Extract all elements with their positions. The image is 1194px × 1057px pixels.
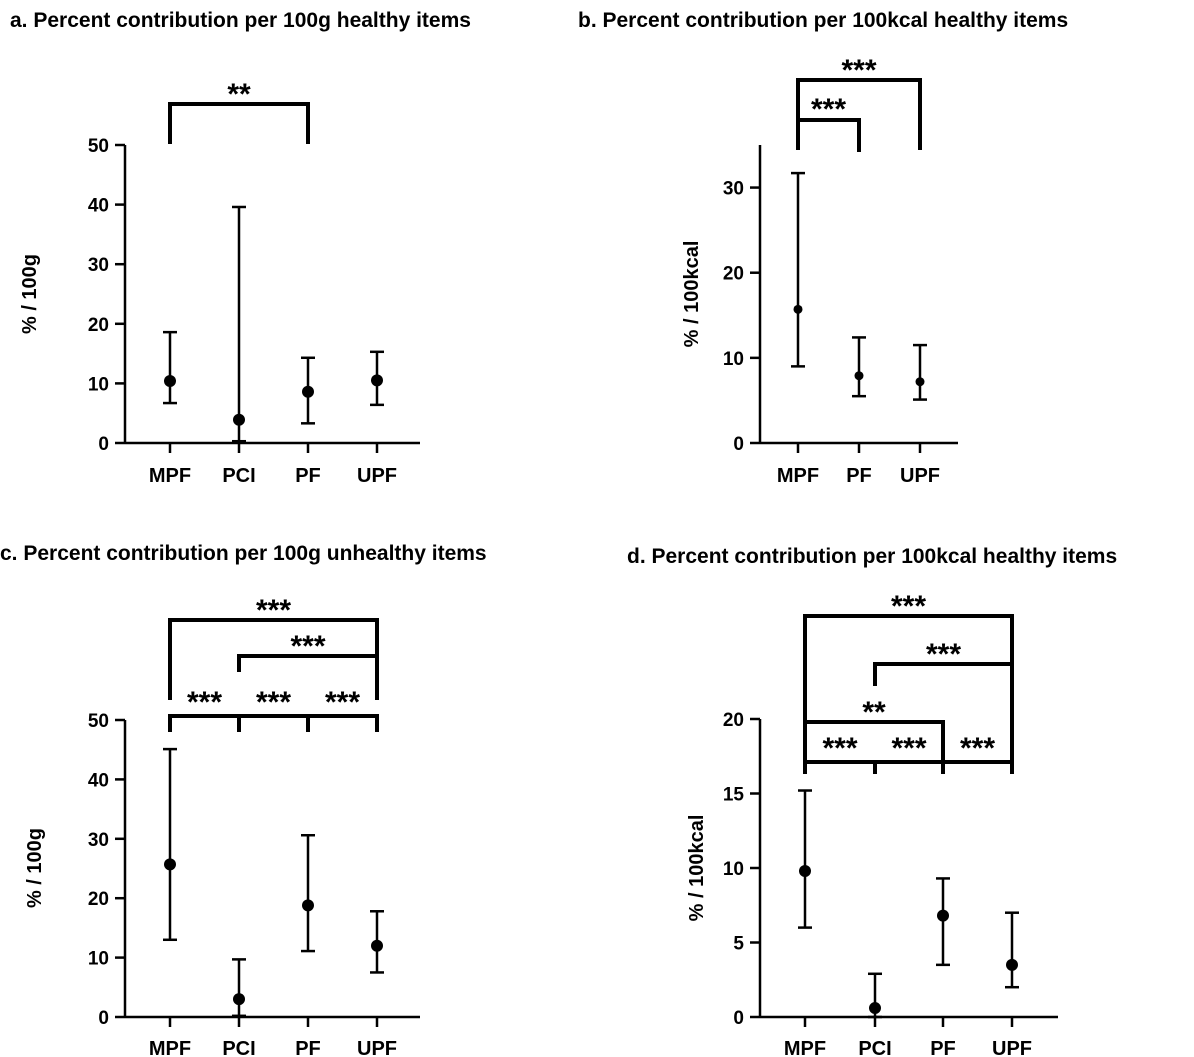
- data-point: [915, 377, 925, 387]
- chart-title: b. Percent contribution per 100kcal heal…: [578, 9, 1068, 32]
- y-tick-label: 50: [88, 136, 109, 157]
- x-tick-label: MPF: [149, 1038, 191, 1057]
- x-tick-label: PF: [930, 1038, 956, 1057]
- y-tick-label: 20: [88, 889, 109, 910]
- y-tick-label: 50: [88, 711, 109, 732]
- y-axis-label: % / 100g: [24, 828, 46, 908]
- x-tick-label: MPF: [777, 465, 819, 487]
- significance-label: ***: [841, 54, 876, 87]
- significance-label: **: [227, 78, 251, 111]
- significance-label: ***: [256, 594, 291, 627]
- data-point: [233, 413, 245, 426]
- significance-label: ***: [822, 732, 857, 765]
- data-point: [302, 385, 314, 398]
- significance-bracket: [941, 760, 1014, 774]
- significance-label: ***: [811, 93, 846, 126]
- x-tick-label: PCI: [222, 465, 255, 487]
- y-tick-label: 40: [88, 196, 109, 217]
- chart-title: d. Percent contribution per 100kcal heal…: [627, 545, 1117, 568]
- data-point: [164, 375, 176, 388]
- significance-label: ***: [256, 686, 291, 719]
- data-point: [1006, 958, 1018, 971]
- y-tick-label: 10: [723, 859, 744, 880]
- y-tick-label: 15: [723, 785, 745, 806]
- x-tick-label: UPF: [357, 465, 397, 487]
- chart-panel-b: b. Percent contribution per 100kcal heal…: [578, 9, 1068, 487]
- x-tick-label: PF: [846, 465, 872, 487]
- data-point: [799, 864, 811, 877]
- x-tick-label: PF: [295, 465, 321, 487]
- significance-bracket: [168, 618, 379, 700]
- x-tick-label: PCI: [858, 1038, 891, 1057]
- significance-bracket: [306, 714, 379, 732]
- chart-title: a. Percent contribution per 100g healthy…: [10, 9, 471, 32]
- significance-label: ***: [926, 638, 961, 671]
- chart-panel-a: a. Percent contribution per 100g healthy…: [10, 9, 471, 487]
- data-point: [302, 899, 314, 912]
- y-tick-label: 10: [723, 349, 744, 370]
- x-tick-label: PF: [295, 1038, 321, 1057]
- y-axis-label: % / 100g: [19, 254, 41, 334]
- x-tick-label: MPF: [784, 1038, 826, 1057]
- data-point: [371, 939, 383, 952]
- y-tick-label: 40: [88, 770, 109, 791]
- x-tick-label: UPF: [992, 1038, 1032, 1057]
- y-axis-label: % / 100kcal: [681, 241, 703, 348]
- x-tick-label: UPF: [357, 1038, 397, 1057]
- y-axis-label: % / 100kcal: [686, 815, 708, 922]
- y-tick-label: 30: [723, 179, 744, 200]
- y-tick-label: 20: [723, 264, 744, 285]
- x-tick-label: MPF: [149, 465, 191, 487]
- significance-bracket: [803, 614, 1014, 760]
- significance-bracket: [168, 102, 310, 144]
- data-point: [937, 909, 949, 922]
- significance-label: ***: [891, 732, 926, 765]
- x-tick-label: PCI: [222, 1038, 255, 1057]
- significance-label: ***: [290, 630, 325, 663]
- significance-bracket: [796, 78, 922, 150]
- significance-label: ***: [891, 590, 926, 623]
- y-tick-label: 20: [88, 315, 109, 336]
- y-tick-label: 10: [88, 949, 109, 970]
- data-point: [371, 374, 383, 387]
- significance-label: ***: [325, 686, 360, 719]
- y-tick-label: 20: [723, 710, 744, 731]
- data-point: [793, 304, 803, 314]
- y-tick-label: 30: [88, 255, 109, 276]
- significance-label: **: [862, 696, 886, 729]
- significance-label: ***: [960, 732, 995, 765]
- chart-panel-d: d. Percent contribution per 100kcal heal…: [627, 545, 1117, 1057]
- y-tick-label: 5: [733, 934, 744, 955]
- y-tick-label: 0: [733, 434, 744, 455]
- x-tick-label: UPF: [900, 465, 940, 487]
- data-point: [869, 1002, 881, 1015]
- y-tick-label: 0: [733, 1008, 744, 1029]
- y-tick-label: 30: [88, 830, 109, 851]
- data-point: [233, 993, 245, 1006]
- chart-title: c. Percent contribution per 100g unhealt…: [0, 542, 487, 565]
- significance-label: ***: [187, 686, 222, 719]
- y-tick-label: 0: [98, 1008, 109, 1029]
- data-point: [854, 371, 864, 381]
- y-tick-label: 10: [88, 374, 109, 395]
- y-tick-label: 0: [98, 434, 109, 455]
- chart-panel-c: c. Percent contribution per 100g unhealt…: [0, 542, 487, 1057]
- data-point: [164, 858, 176, 871]
